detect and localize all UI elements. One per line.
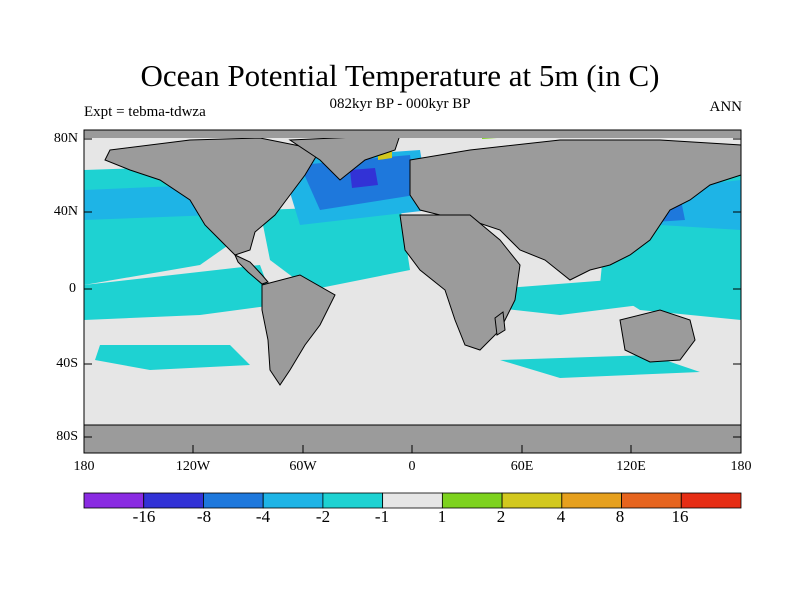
chart-title: Ocean Potential Temperature at 5m (in C) xyxy=(140,58,660,93)
colorbar-swatch xyxy=(501,492,563,509)
lat-label-0: 0 xyxy=(69,281,76,296)
colorbar-swatch xyxy=(322,492,384,509)
lat-label-80s: 80S xyxy=(56,429,78,444)
land-australia xyxy=(619,309,696,363)
colorbar-swatch xyxy=(83,492,145,509)
colorbar-swatch xyxy=(621,492,682,509)
colorbar-swatch xyxy=(680,492,742,509)
colorbar-swatch xyxy=(561,492,622,509)
colorbar-label: 1 xyxy=(437,507,447,526)
colorbar-label: -4 xyxy=(255,507,271,526)
chart-subtitle: 082kyr BP - 000kyr BP xyxy=(329,96,471,112)
land-south-america xyxy=(261,274,336,386)
lat-label-40n: 40N xyxy=(53,204,78,219)
lat-tick-marks xyxy=(84,138,741,438)
colorbar-swatch xyxy=(143,492,204,509)
colorbar-label: 8 xyxy=(615,507,625,526)
land-masses xyxy=(83,130,742,454)
lon-label-120w: 120W xyxy=(175,459,211,474)
lon-tick-marks xyxy=(83,445,742,453)
colorbar xyxy=(83,492,742,509)
anomaly-band-tropical-pacific xyxy=(84,265,275,320)
season-label: ANN xyxy=(709,99,743,115)
lat-label-40s: 40S xyxy=(56,356,78,371)
land-arctic-top xyxy=(84,130,741,138)
lon-label-180w: 180 xyxy=(73,459,95,474)
lon-label-120e: 120E xyxy=(616,459,646,474)
lon-label-180e: 180 xyxy=(730,459,752,474)
lon-label-0: 0 xyxy=(408,459,416,474)
colorbar-swatch xyxy=(203,492,264,509)
colorbar-label: -16 xyxy=(132,507,156,526)
colorbar-label: 2 xyxy=(496,507,506,526)
experiment-label: Expt = tebma-tdwza xyxy=(84,104,206,120)
land-central-america xyxy=(234,253,269,285)
anomaly-band-south-pacific xyxy=(95,345,250,370)
anomaly-labrador-16 xyxy=(350,168,378,188)
colorbar-swatch xyxy=(441,492,503,509)
lat-label-80n: 80N xyxy=(53,131,78,146)
anomaly-band-atlantic xyxy=(260,205,410,290)
colorbar-label: -1 xyxy=(374,507,390,526)
land-africa xyxy=(399,214,521,351)
colorbar-label: 16 xyxy=(671,507,689,526)
colorbar-swatch xyxy=(382,492,443,509)
land-madagascar xyxy=(494,311,506,336)
colorbar-swatch xyxy=(262,492,324,509)
lon-label-60w: 60W xyxy=(289,459,317,474)
lon-label-60e: 60E xyxy=(510,459,534,474)
colorbar-label: 4 xyxy=(556,507,566,526)
colorbar-label: -2 xyxy=(315,507,331,526)
colorbar-label: -8 xyxy=(196,507,212,526)
